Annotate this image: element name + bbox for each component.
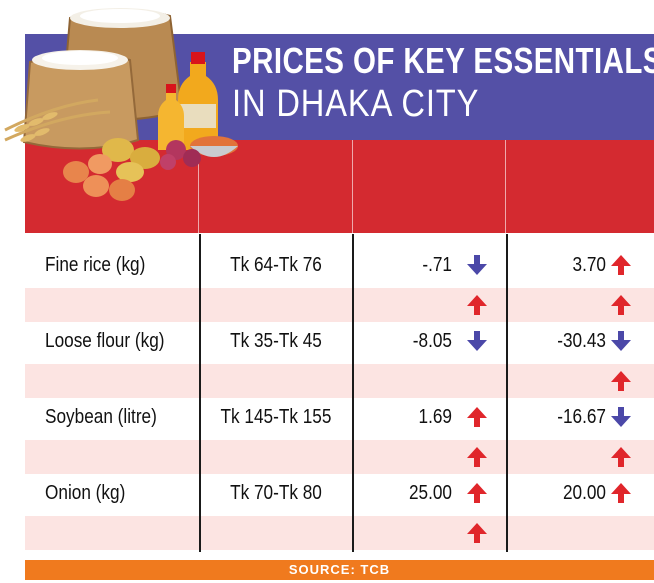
chart-subtitle: IN DHAKA CITY — [232, 83, 480, 125]
change-value: 25.00 — [408, 482, 452, 504]
arrow-up-icon — [611, 255, 631, 275]
arrow-up-icon — [611, 295, 631, 315]
item-name: Soybean (litre) — [45, 406, 157, 428]
header-divider — [505, 140, 506, 233]
column-divider — [199, 234, 201, 552]
arrow-up-icon — [611, 371, 631, 391]
source-bar — [25, 560, 654, 580]
arrow-down-icon — [467, 331, 487, 351]
item-name: Fine rice (kg) — [45, 254, 146, 276]
change-value: 3.70 — [572, 254, 606, 276]
change-value: 1.69 — [418, 406, 452, 428]
item-name: Onion (kg) — [45, 482, 126, 504]
arrow-down-icon — [467, 255, 487, 275]
arrow-up-icon — [611, 483, 631, 503]
arrow-down-icon — [611, 407, 631, 427]
arrow-up-icon — [467, 483, 487, 503]
price-range: Tk 35-Tk 45 — [230, 330, 322, 352]
row-band — [25, 288, 654, 322]
row-band — [25, 440, 654, 474]
row-band — [25, 364, 654, 398]
column-divider — [506, 234, 508, 552]
price-range: Tk 145-Tk 155 — [220, 406, 332, 428]
arrow-down-icon — [611, 331, 631, 351]
chart-title: PRICES OF KEY ESSENTIALS — [232, 40, 654, 81]
change-value: 20.00 — [562, 482, 606, 504]
grocery-staples-illustration — [4, 8, 238, 201]
item-name: Loose flour (kg) — [45, 330, 165, 352]
arrow-up-icon — [467, 295, 487, 315]
change-value: -8.05 — [412, 330, 452, 352]
price-range: Tk 64-Tk 76 — [230, 254, 322, 276]
header-divider — [352, 140, 353, 233]
price-range: Tk 70-Tk 80 — [230, 482, 322, 504]
source-label: SOURCE: TCB — [288, 562, 391, 577]
change-value: -16.67 — [557, 406, 606, 428]
change-value: -.71 — [422, 254, 452, 276]
arrow-up-icon — [467, 523, 487, 543]
column-divider — [352, 234, 354, 552]
arrow-up-icon — [467, 447, 487, 467]
change-value: -30.43 — [557, 330, 606, 352]
header-divider — [198, 140, 199, 233]
arrow-up-icon — [611, 447, 631, 467]
arrow-up-icon — [467, 407, 487, 427]
row-band — [25, 516, 654, 550]
